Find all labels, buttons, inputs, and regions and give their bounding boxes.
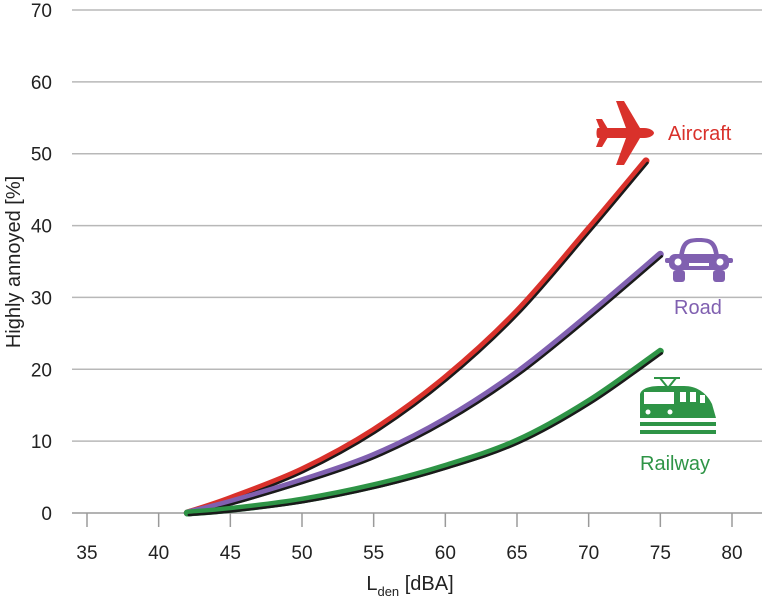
x-tick-label-65: 65 [506, 543, 527, 564]
car-icon [665, 238, 733, 282]
gridlines [72, 9, 762, 442]
airplane-icon [596, 101, 654, 165]
train-icon [640, 377, 716, 434]
y-axis-label: Highly annoyed [%] [3, 176, 25, 348]
x-axis-label-main: L [366, 573, 377, 595]
x-tick-label-60: 60 [435, 543, 456, 564]
y-tick-label-10: 10 [31, 432, 52, 453]
y-tick-label-30: 30 [31, 288, 52, 309]
x-tick-label-70: 70 [578, 543, 599, 564]
x-tick-label-75: 75 [650, 543, 671, 564]
y-tick-labels: 0 10 20 30 40 50 60 70 [31, 1, 52, 525]
x-axis-label-subscript: den [377, 584, 399, 599]
series-label-aircraft: Aircraft [668, 123, 732, 145]
series-line-shadow-railway [187, 352, 664, 517]
x-tick-label-50: 50 [291, 543, 312, 564]
x-tick-label-40: 40 [148, 543, 169, 564]
y-tick-label-0: 0 [41, 504, 52, 525]
series-label-road: Road [674, 297, 722, 319]
series-label-railway: Railway [640, 453, 710, 475]
series-line-railway [183, 347, 664, 517]
x-tick-label-35: 35 [76, 543, 97, 564]
x-axis-label-unit: [dBA] [399, 573, 453, 595]
x-tick-label-80: 80 [721, 543, 742, 564]
x-tick-label-55: 55 [363, 543, 384, 564]
series-line-aircraft [183, 157, 650, 517]
x-tick-label-45: 45 [220, 543, 241, 564]
y-tick-label-20: 20 [31, 360, 52, 381]
y-tick-label-70: 70 [31, 1, 52, 22]
x-tick-labels: 35 40 45 50 55 60 65 70 75 80 [76, 543, 742, 564]
y-tick-label-60: 60 [31, 73, 52, 94]
series-line-shadow-road [187, 255, 664, 517]
series-line-road [183, 250, 664, 517]
series-line-shadow-aircraft [187, 161, 649, 517]
x-axis-label: Lden [dBA] [366, 573, 453, 599]
series-lines [183, 157, 664, 517]
y-tick-label-40: 40 [31, 217, 52, 238]
y-tick-label-50: 50 [31, 145, 52, 166]
x-axis [72, 512, 762, 527]
